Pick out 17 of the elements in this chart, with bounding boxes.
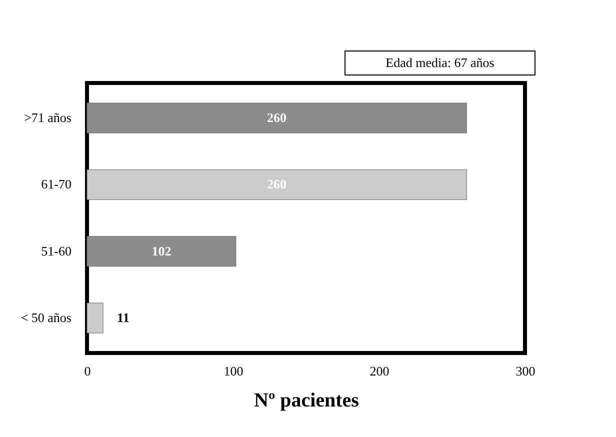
y-tick-label: < 50 años — [20, 310, 72, 325]
x-tick-label: 0 — [84, 364, 91, 378]
bar — [86, 236, 236, 267]
x-tick-label: 300 — [516, 364, 536, 378]
y-tick-label: 61-70 — [41, 176, 72, 192]
data-label: 260 — [267, 110, 287, 125]
bar — [86, 302, 104, 334]
bar — [86, 169, 467, 200]
text: Edad media: 67 años — [386, 55, 494, 70]
bar — [86, 102, 467, 134]
x-axis-title: Nº pacientes — [254, 390, 360, 412]
y-tick-label: >71 años — [24, 110, 72, 125]
data-label: 11 — [117, 310, 130, 325]
y-tick-label: 51-60 — [41, 243, 72, 258]
x-tick-label: 100 — [224, 364, 244, 378]
x-tick-label: 200 — [370, 364, 390, 378]
data-label: 102 — [152, 243, 172, 258]
